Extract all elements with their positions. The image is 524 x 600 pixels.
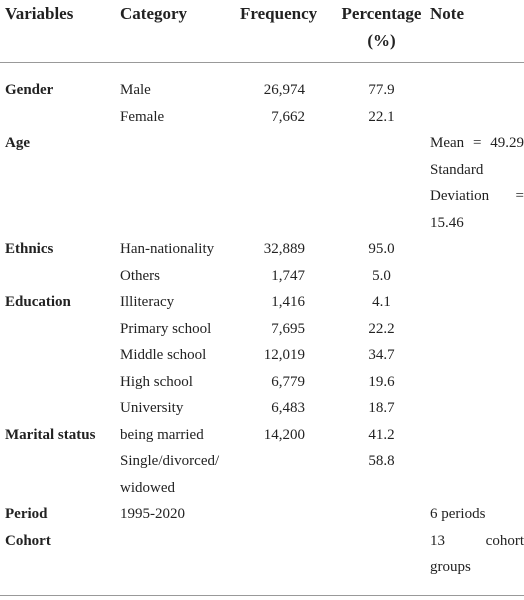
table-cell: 95.0: [368, 241, 395, 257]
table-cell: 6 periods: [430, 506, 486, 522]
table-cell: 7,695: [271, 320, 305, 337]
table-cell: [238, 528, 335, 596]
table-cell: 41.2: [368, 426, 395, 443]
table-cell: [428, 236, 524, 263]
table-cell: [428, 448, 524, 501]
table-cell: Primary school: [120, 320, 212, 337]
table-cell: [238, 448, 335, 501]
table-cell: 26,974: [263, 82, 305, 98]
table-cell: [238, 501, 335, 528]
table-cell: 1995-2020: [120, 506, 185, 522]
table-cell: Female: [120, 108, 165, 125]
table-cell: 7,662: [271, 108, 305, 125]
table-cell: 32,889: [263, 241, 305, 257]
table-cell: [428, 316, 524, 343]
table-row: Gender Male 26,974 77.9: [0, 63, 524, 104]
table-cell: being married: [120, 426, 204, 443]
table-cell: Single/divorced/ widowed: [120, 453, 220, 496]
header-cell: Category: [120, 0, 238, 63]
table-row: Period 1995-2020 6 periods: [0, 501, 524, 528]
table-cell: 19.6: [368, 373, 395, 390]
table-cell: [428, 422, 524, 449]
table-cell: [335, 501, 428, 528]
table-cell: 14,200: [263, 426, 305, 443]
table-cell: Illiteracy: [120, 294, 175, 310]
table-cell: [428, 63, 524, 104]
table-row: Marital status being married 14,200 41.2: [0, 422, 524, 449]
table-cell: Cohort: [5, 532, 51, 549]
table-cell: 77.9: [368, 82, 395, 98]
table-cell: [428, 369, 524, 396]
table-cell: [428, 342, 524, 369]
table-cell: Gender: [5, 82, 54, 98]
table-cell: High school: [120, 373, 193, 390]
table-cell: [335, 130, 428, 236]
table-cell: Marital status: [5, 426, 96, 443]
table-cell: [0, 263, 120, 290]
table-cell: [238, 130, 335, 236]
table-cell: 22.2: [368, 320, 395, 337]
table-cell: 12,019: [263, 347, 305, 363]
table-cell: [0, 448, 120, 501]
table-cell: 18.7: [368, 400, 395, 416]
table-cell: 5.0: [372, 267, 391, 284]
table-cell: Middle school: [120, 347, 207, 363]
table-cell: Mean = 49.29 Standard Deviation = 15.46: [430, 135, 524, 231]
table-cell: Male: [120, 82, 151, 98]
table-cell: [120, 528, 238, 596]
table-cell: [428, 104, 524, 131]
table-cell: University: [120, 400, 184, 416]
table-row: Single/divorced/ widowed 58.8: [0, 448, 524, 501]
table-cell: [0, 104, 120, 131]
table-cell: 4.1: [372, 294, 391, 310]
table-row: Cohort 13 cohort groups: [0, 528, 524, 596]
table-cell: [428, 395, 524, 422]
table-cell: [335, 528, 428, 596]
table-row: Education Illiteracy 1,416 4.1: [0, 289, 524, 316]
table-body: Gender Male 26,974 77.9 Female 7,662 22.1 Age Me…: [0, 63, 524, 596]
table-cell: [0, 395, 120, 422]
table-cell: [0, 342, 120, 369]
table-cell: Period: [5, 506, 48, 522]
table-cell: [428, 263, 524, 290]
table-cell: Education: [5, 294, 71, 310]
table-cell: [0, 316, 120, 343]
table-cell: 22.1: [368, 108, 395, 125]
table-cell: [0, 369, 120, 396]
table-row: Others 1,747 5.0: [0, 263, 524, 290]
table-cell: 6,483: [271, 400, 305, 416]
table-cell: Age: [5, 135, 30, 151]
table-row: University 6,483 18.7: [0, 395, 524, 422]
table-row: Ethnics Han-nationality 32,889 95.0: [0, 236, 524, 263]
table-row: Female 7,662 22.1: [0, 104, 524, 131]
header-cell: Variables: [0, 0, 120, 63]
table-cell: 34.7: [368, 347, 395, 363]
table-row: Primary school 7,695 22.2: [0, 316, 524, 343]
table-cell: [428, 289, 524, 316]
table-cell: 58.8: [368, 453, 395, 469]
table-cell: 13 cohort groups: [430, 532, 524, 576]
table-cell: 1,416: [271, 294, 305, 310]
table-cell: Ethnics: [5, 241, 54, 257]
table-cell: [120, 130, 238, 236]
header-row: Variables Category Frequency Percentage …: [0, 0, 524, 63]
header-cell: Percentage (%): [335, 0, 428, 63]
table-row: High school 6,779 19.6: [0, 369, 524, 396]
table-header: Variables Category Frequency Percentage …: [0, 0, 524, 63]
header-cell: Note: [428, 0, 524, 63]
table-cell: 1,747: [271, 267, 305, 284]
table-cell: 6,779: [271, 373, 305, 390]
table-cell: Others: [120, 267, 160, 284]
table-row: Age Mean = 49.29 Standard Deviation = 15.…: [0, 130, 524, 236]
table-cell: Han-nationality: [120, 241, 215, 257]
header-cell: Frequency: [238, 0, 335, 63]
table-row: Middle school 12,019 34.7: [0, 342, 524, 369]
